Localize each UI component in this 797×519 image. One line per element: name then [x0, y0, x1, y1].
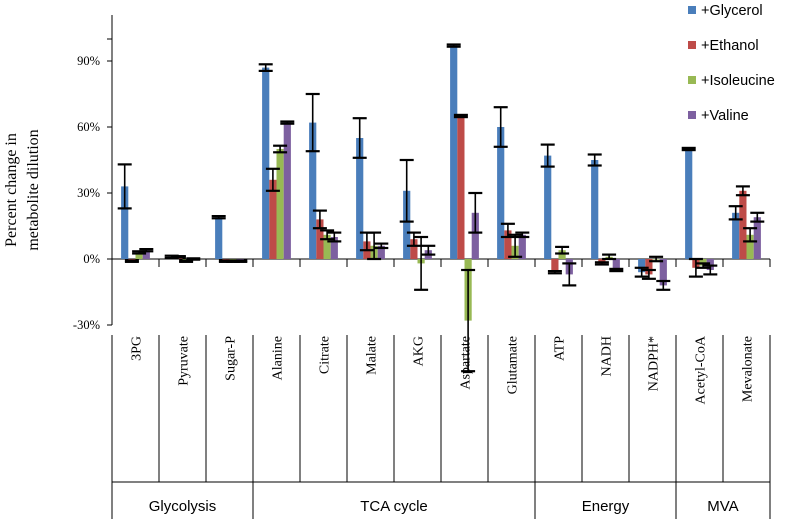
- bar-glycerol-citrate: [309, 122, 317, 259]
- bar-glycerol-mevalonate: [732, 212, 740, 259]
- bar-glycerol-aspartate: [450, 45, 458, 259]
- bar-glycerol-malate: [356, 138, 364, 259]
- group-label-energy: Energy: [582, 498, 630, 515]
- group-label-tcacycle: TCA cycle: [360, 498, 428, 515]
- group-label-mva: MVA: [707, 498, 738, 515]
- y-tick-labels: -30% 0% 30% 60% 90%: [73, 54, 100, 332]
- bar-valine-nadh: [612, 259, 620, 270]
- category-label-atp: ATP: [553, 336, 568, 361]
- legend-label-ethanol: +Ethanol: [701, 38, 759, 54]
- legend: +Glycerol +Ethanol +Isoleucine +Valine: [688, 3, 775, 124]
- y-tick-label: 30%: [77, 186, 100, 200]
- legend-label-valine: +Valine: [701, 108, 749, 124]
- bar-isoleucine-mevalonate: [746, 234, 754, 259]
- bar-ethanol-atp: [551, 259, 559, 273]
- category-label-malate: Malate: [365, 336, 380, 375]
- category-label-alanine: Alanine: [271, 336, 286, 380]
- y-axis-label-line1: Percent change in: [3, 133, 20, 247]
- y-tick-label: -30%: [73, 318, 100, 332]
- bar-ethanol-nadph: [645, 259, 653, 275]
- bar-ethanol-glutamate: [504, 230, 512, 259]
- bar-valine-malate: [377, 245, 385, 259]
- legend-swatch-isoleucine: [688, 76, 696, 84]
- bar-valine-nadph: [659, 259, 667, 286]
- legend-label-isoleucine: +Isoleucine: [701, 73, 775, 89]
- legend-swatch-ethanol: [688, 41, 696, 49]
- category-label-mevalonate: Mevalonate: [741, 336, 756, 402]
- category-label-acetylcoa: Acetyl-CoA: [694, 335, 709, 404]
- category-label-nadh: NADH: [600, 336, 615, 376]
- bar-isoleucine-alanine: [276, 149, 284, 259]
- bar-ethanol-mevalonate: [739, 190, 747, 259]
- bar-ethanol-aspartate: [457, 116, 465, 259]
- bar-glycerol-sugarp: [215, 217, 223, 259]
- y-tick-label: 0%: [83, 252, 100, 266]
- bar-ethanol-alanine: [269, 179, 277, 259]
- error-bars-layer: [117, 43, 765, 373]
- legend-swatch-valine: [688, 111, 696, 119]
- bar-valine-glutamate: [518, 234, 526, 259]
- bar-glycerol-alanine: [262, 67, 270, 259]
- category-label-akg: AKG: [412, 336, 427, 366]
- legend-swatch-glycerol: [688, 6, 696, 14]
- bar-glycerol-akg: [403, 190, 411, 259]
- y-tick-label: 60%: [77, 120, 100, 134]
- bar-valine-alanine: [283, 122, 291, 259]
- bar-valine-aspartate: [471, 212, 479, 259]
- bar-glycerol-3pg: [121, 186, 129, 259]
- y-axis-label-line2: metabolite dilution: [25, 129, 42, 250]
- category-label-nadph: NADPH*: [647, 336, 662, 391]
- category-label-sugarp: Sugar-P: [224, 336, 239, 381]
- bar-isoleucine-3pg: [135, 252, 143, 259]
- bar-isoleucine-atp: [558, 250, 566, 259]
- bar-ethanol-akg: [410, 239, 418, 259]
- y-tick-label: 90%: [77, 54, 100, 68]
- category-labels: 3PG Pyruvate Sugar-P Alanine Citrate Malate AK…: [130, 335, 756, 404]
- bar-glycerol-nadh: [591, 160, 599, 259]
- category-label-aspartate: Aspartate: [459, 336, 474, 390]
- bars-layer: [121, 45, 761, 321]
- bar-glycerol-nadph: [638, 259, 646, 273]
- bar-valine-citrate: [330, 237, 338, 259]
- legend-label-glycerol: +Glycerol: [701, 3, 763, 19]
- bar-ethanol-citrate: [316, 219, 324, 259]
- group-label-glycolysis: Glycolysis: [149, 498, 217, 515]
- bar-glycerol-glutamate: [497, 127, 505, 259]
- bar-glycerol-acetylcoa: [685, 149, 693, 259]
- category-label-3pg: 3PG: [130, 336, 145, 361]
- bar-valine-3pg: [142, 250, 150, 259]
- axis-lines: [107, 15, 771, 519]
- category-label-glutamate: Glutamate: [506, 336, 521, 394]
- category-label-pyruvate: Pyruvate: [177, 336, 192, 386]
- group-labels: Glycolysis TCA cycle Energy MVA: [149, 498, 739, 515]
- bar-isoleucine-citrate: [323, 234, 331, 259]
- bar-valine-mevalonate: [753, 217, 761, 259]
- bar-glycerol-atp: [544, 155, 552, 259]
- category-label-citrate: Citrate: [318, 336, 333, 374]
